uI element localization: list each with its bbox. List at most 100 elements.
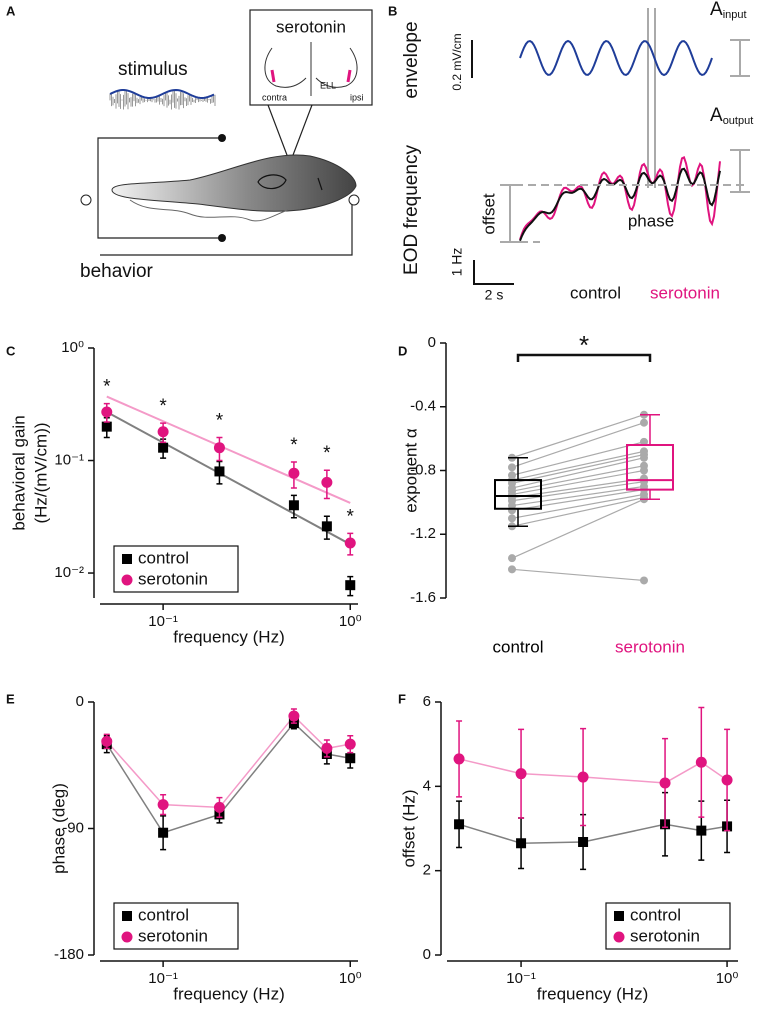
pair-line: [511, 485, 645, 507]
chart-panel: F 0 2 4 6 offset (Hz) 10⁻¹ 10⁰ frequency (Hz) con…: [398, 691, 738, 1003]
legend-marker: [122, 554, 132, 564]
stimulus-label: stimulus: [118, 59, 188, 80]
y-tick-label: 6: [423, 693, 431, 710]
panel-a: A stimulus serotonin contra ELL ipsi beh…: [6, 3, 373, 282]
pair-line: [511, 453, 645, 484]
significance-bar: [516, 353, 652, 362]
legend-box: [113, 545, 239, 593]
brain-outline: [264, 42, 358, 96]
marker: [288, 710, 300, 722]
series-line: [106, 721, 351, 834]
eod-wave: [519, 167, 721, 242]
legend-marker: [121, 931, 133, 943]
a-sub: input: [723, 9, 747, 21]
y-tick-label: -180: [54, 946, 84, 963]
marker: [345, 753, 356, 764]
panel-label: F: [398, 691, 406, 706]
legend-control: control: [570, 283, 621, 302]
y-tick-label: 0: [423, 946, 431, 963]
y-tick-label: 4: [423, 777, 431, 794]
legend-label: serotonin: [630, 926, 700, 945]
marker: [321, 476, 333, 488]
pair-line: [511, 498, 645, 559]
legend-label: control: [630, 905, 681, 924]
scale-bar: [473, 260, 514, 285]
point: [508, 514, 516, 523]
y-tick-label: -90: [62, 819, 84, 836]
inset-label: ELL: [320, 80, 336, 90]
legend-label: serotonin: [138, 926, 208, 945]
eod-wave: [519, 156, 721, 241]
marker: [214, 466, 225, 477]
panel-label: E: [6, 691, 15, 706]
a-input: Ainput: [710, 0, 747, 21]
marker: [157, 426, 169, 438]
pair-line: [511, 414, 645, 459]
panel-label: B: [388, 3, 397, 18]
marker: [515, 768, 527, 780]
y-axis-label: behavioral gain: [9, 415, 28, 530]
offset-label: offset: [479, 193, 498, 235]
pair-line: [511, 489, 645, 511]
box: [626, 444, 674, 491]
x-axis-label: frequency (Hz): [173, 984, 284, 1003]
electrode: [80, 194, 92, 206]
fish: [111, 154, 357, 212]
point: [640, 418, 648, 427]
legend-label: serotonin: [138, 569, 208, 588]
offset-lines: [515, 184, 745, 243]
pair-line: [511, 481, 645, 502]
x-tick-label: 10⁰: [339, 613, 362, 630]
point: [508, 463, 516, 472]
marker: [321, 521, 332, 532]
marker: [695, 756, 707, 768]
pair-line: [511, 497, 645, 527]
pair-line: [511, 568, 645, 582]
marker: [101, 735, 113, 747]
eod-label: EOD frequency: [401, 145, 422, 275]
marker: [577, 771, 589, 783]
y-tick-label: 2: [423, 862, 431, 879]
brackets: [500, 39, 750, 243]
y-tick-label: -1.2: [410, 525, 436, 542]
marker: [288, 467, 300, 479]
pair-line: [511, 457, 645, 489]
phase-label: phase: [628, 211, 674, 230]
legend-marker: [121, 574, 133, 586]
legend-marker: [613, 931, 625, 943]
marker: [453, 753, 465, 765]
time-scale: 2 s: [485, 287, 504, 303]
marker: [696, 825, 707, 836]
envelope-scale: 0.2 mV/cm: [450, 33, 464, 90]
y-tick-label: 0: [76, 693, 84, 710]
y-axis-label: phase (deg): [49, 783, 68, 874]
legend-serotonin: serotonin: [650, 283, 720, 302]
point: [640, 453, 648, 462]
behavior-label: behavior: [80, 261, 154, 282]
x-tick-label: 10⁰: [339, 970, 362, 987]
envelope-wave: [519, 39, 713, 77]
significance: *: [290, 435, 298, 456]
significance: *: [216, 411, 224, 432]
electrode: [218, 134, 226, 142]
pair-line: [511, 493, 645, 519]
x-tick-label: 10⁻¹: [506, 970, 536, 987]
y-axis-label: offset (Hz): [399, 789, 418, 867]
y-tick-label: -0.8: [410, 461, 436, 478]
fish-eye: [257, 174, 323, 191]
significance: *: [103, 377, 111, 398]
electrode-wires: [97, 137, 353, 256]
envelope-label: envelope: [401, 21, 422, 98]
legend-marker: [614, 911, 624, 921]
marker: [101, 406, 113, 418]
series-line: [106, 714, 351, 809]
pair-line: [511, 450, 645, 481]
marker: [721, 774, 733, 786]
electrode: [218, 234, 226, 242]
pair-line: [511, 422, 645, 468]
y-tick-label: 0: [428, 334, 436, 351]
marker: [321, 742, 333, 754]
marker: [157, 799, 169, 811]
significance: *: [323, 443, 331, 464]
